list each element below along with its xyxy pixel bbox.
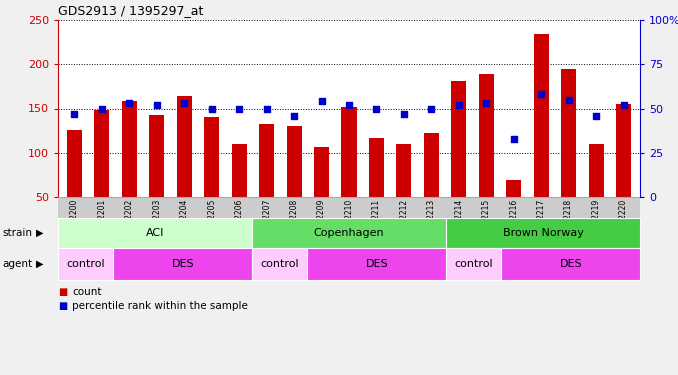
Bar [259,123,274,197]
Bar [452,81,466,197]
Bar [589,144,603,197]
Text: agent: agent [2,259,32,269]
Bar [314,147,329,197]
Point [234,105,245,111]
Point [289,112,300,118]
Text: Brown Norway: Brown Norway [502,228,584,238]
Bar [424,133,439,197]
Bar [94,110,109,197]
Point [426,105,437,111]
Point [399,111,410,117]
Text: control: control [66,259,105,269]
Point [179,100,190,106]
Text: strain: strain [2,228,32,238]
Bar [342,107,357,197]
Bar [204,117,219,197]
Text: count: count [72,287,102,297]
Point [536,92,546,98]
Bar [369,138,384,197]
Bar [287,126,302,197]
Text: DES: DES [559,259,582,269]
Bar [149,115,164,197]
Point [151,102,162,108]
Point [618,102,629,108]
Text: DES: DES [365,259,388,269]
Bar [177,96,192,197]
Point [206,105,217,111]
Point [316,98,327,104]
Text: control: control [454,259,493,269]
Point [261,105,272,111]
Point [591,112,601,118]
Bar [561,69,576,197]
Text: percentile rank within the sample: percentile rank within the sample [72,301,248,311]
Point [454,102,464,108]
Text: ACI: ACI [146,228,164,238]
Text: control: control [260,259,299,269]
Point [481,100,492,106]
Text: Copenhagen: Copenhagen [314,228,384,238]
Bar [479,74,494,197]
Point [563,97,574,103]
Text: ■: ■ [58,301,67,311]
Bar [534,34,549,197]
Text: DES: DES [172,259,194,269]
Point [69,111,80,117]
Bar [232,144,247,197]
Point [508,136,519,142]
Text: ■: ■ [58,287,67,297]
Text: ▶: ▶ [36,228,43,238]
Point [124,100,135,106]
Point [96,105,107,111]
Bar [616,104,631,197]
Point [344,102,355,108]
Bar [397,144,412,197]
Bar [506,180,521,197]
Text: ▶: ▶ [36,259,43,269]
Bar [122,101,137,197]
Text: GDS2913 / 1395297_at: GDS2913 / 1395297_at [58,4,203,17]
Bar [67,130,82,197]
Point [371,105,382,111]
